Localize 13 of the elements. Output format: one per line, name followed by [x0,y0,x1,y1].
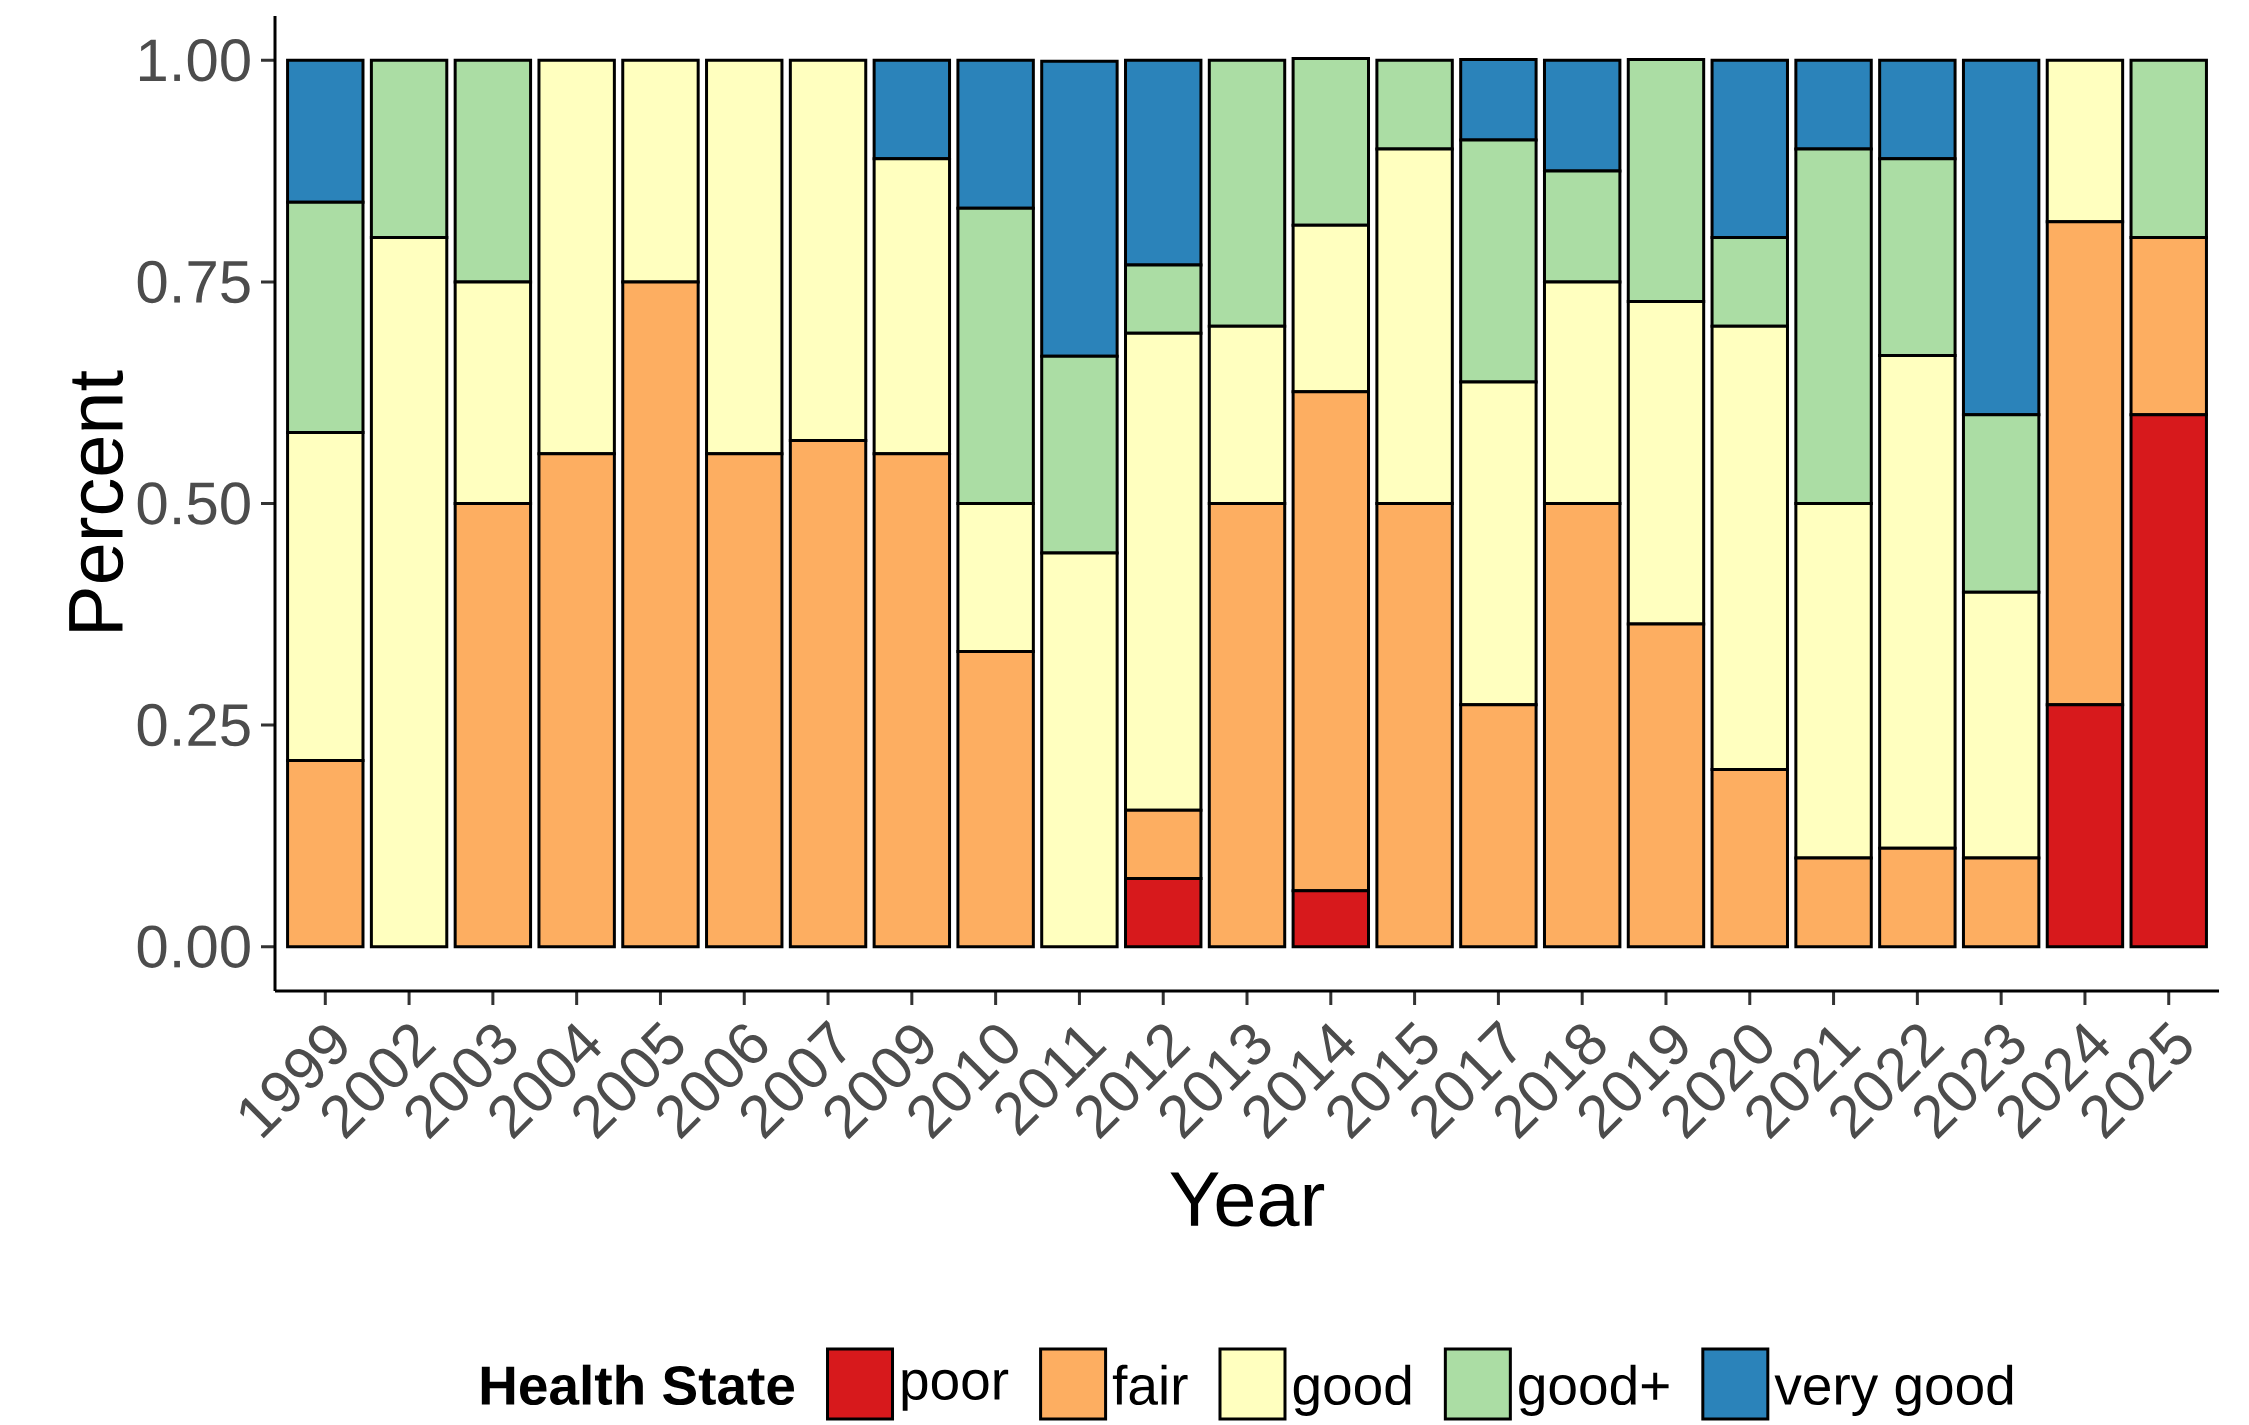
legend-label: fair [1112,1364,1188,1405]
y-tick-label: 1.00 [139,38,250,82]
x-axis-title: Year [1170,1172,1325,1227]
y-tick-label: 0.50 [137,482,250,525]
y-tick-label: 0.25 [137,703,250,747]
legend-label: poor [902,1369,1009,1411]
legend-label: good [1293,1364,1411,1416]
y-axis-title: Percent [69,370,124,631]
legend-label: good+ [1519,1364,1669,1416]
legend-label: very good [1774,1364,2013,1416]
legend-title: Health State [481,1364,795,1405]
y-tick-label: 0.00 [137,925,250,968]
y-tick-label: 0.75 [137,260,250,303]
